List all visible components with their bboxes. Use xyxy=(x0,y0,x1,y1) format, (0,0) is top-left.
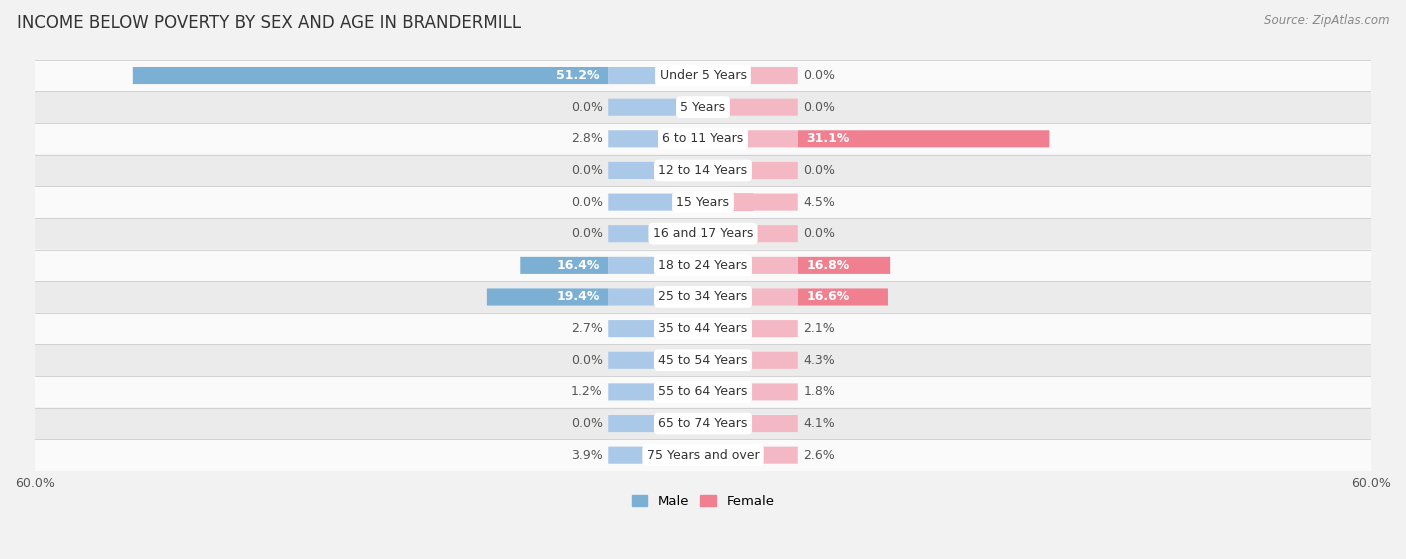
FancyBboxPatch shape xyxy=(797,257,890,274)
FancyBboxPatch shape xyxy=(659,447,703,464)
FancyBboxPatch shape xyxy=(35,281,1371,313)
Text: 16.8%: 16.8% xyxy=(807,259,849,272)
Text: 2.7%: 2.7% xyxy=(571,322,603,335)
FancyBboxPatch shape xyxy=(132,67,609,84)
Text: 16.6%: 16.6% xyxy=(807,291,849,304)
Text: 51.2%: 51.2% xyxy=(555,69,599,82)
FancyBboxPatch shape xyxy=(520,257,609,274)
Text: 35 to 44 Years: 35 to 44 Years xyxy=(658,322,748,335)
FancyBboxPatch shape xyxy=(703,225,797,242)
FancyBboxPatch shape xyxy=(703,352,797,369)
FancyBboxPatch shape xyxy=(35,439,1371,471)
Text: 0.0%: 0.0% xyxy=(803,164,835,177)
FancyBboxPatch shape xyxy=(35,376,1371,408)
Text: 31.1%: 31.1% xyxy=(807,132,849,145)
Text: 2.6%: 2.6% xyxy=(803,449,835,462)
FancyBboxPatch shape xyxy=(609,225,703,242)
FancyBboxPatch shape xyxy=(609,67,703,84)
FancyBboxPatch shape xyxy=(35,218,1371,249)
FancyBboxPatch shape xyxy=(703,162,797,179)
FancyBboxPatch shape xyxy=(609,320,703,337)
FancyBboxPatch shape xyxy=(35,60,1371,91)
FancyBboxPatch shape xyxy=(703,447,733,464)
Text: 1.2%: 1.2% xyxy=(571,385,603,399)
Text: 6 to 11 Years: 6 to 11 Years xyxy=(662,132,744,145)
Text: 12 to 14 Years: 12 to 14 Years xyxy=(658,164,748,177)
FancyBboxPatch shape xyxy=(703,257,797,274)
Text: 1.8%: 1.8% xyxy=(803,385,835,399)
FancyBboxPatch shape xyxy=(609,352,703,369)
Text: 0.0%: 0.0% xyxy=(571,354,603,367)
Text: 0.0%: 0.0% xyxy=(571,101,603,113)
Text: 5 Years: 5 Years xyxy=(681,101,725,113)
Text: 45 to 54 Years: 45 to 54 Years xyxy=(658,354,748,367)
Text: 3.9%: 3.9% xyxy=(571,449,603,462)
FancyBboxPatch shape xyxy=(703,383,723,400)
Text: 4.3%: 4.3% xyxy=(803,354,835,367)
Text: 0.0%: 0.0% xyxy=(571,417,603,430)
Text: 16 and 17 Years: 16 and 17 Years xyxy=(652,227,754,240)
FancyBboxPatch shape xyxy=(703,193,754,211)
Text: 0.0%: 0.0% xyxy=(571,227,603,240)
FancyBboxPatch shape xyxy=(673,320,703,337)
FancyBboxPatch shape xyxy=(35,408,1371,439)
FancyBboxPatch shape xyxy=(609,130,703,148)
FancyBboxPatch shape xyxy=(703,447,797,464)
FancyBboxPatch shape xyxy=(35,123,1371,155)
FancyBboxPatch shape xyxy=(609,415,703,432)
FancyBboxPatch shape xyxy=(689,383,703,400)
FancyBboxPatch shape xyxy=(703,193,797,211)
FancyBboxPatch shape xyxy=(35,313,1371,344)
FancyBboxPatch shape xyxy=(703,67,797,84)
Text: 0.0%: 0.0% xyxy=(571,164,603,177)
Text: 0.0%: 0.0% xyxy=(571,196,603,209)
FancyBboxPatch shape xyxy=(609,193,703,211)
FancyBboxPatch shape xyxy=(35,249,1371,281)
FancyBboxPatch shape xyxy=(609,98,703,116)
FancyBboxPatch shape xyxy=(703,383,797,400)
FancyBboxPatch shape xyxy=(703,352,751,369)
FancyBboxPatch shape xyxy=(703,130,797,148)
FancyBboxPatch shape xyxy=(797,288,889,306)
Text: 75 Years and over: 75 Years and over xyxy=(647,449,759,462)
FancyBboxPatch shape xyxy=(703,320,727,337)
Text: 15 Years: 15 Years xyxy=(676,196,730,209)
Text: 2.8%: 2.8% xyxy=(571,132,603,145)
Text: 16.4%: 16.4% xyxy=(557,259,599,272)
FancyBboxPatch shape xyxy=(703,415,797,432)
FancyBboxPatch shape xyxy=(797,130,1049,148)
FancyBboxPatch shape xyxy=(35,91,1371,123)
FancyBboxPatch shape xyxy=(486,288,609,306)
Legend: Male, Female: Male, Female xyxy=(626,490,780,514)
Text: 25 to 34 Years: 25 to 34 Years xyxy=(658,291,748,304)
FancyBboxPatch shape xyxy=(35,155,1371,186)
Text: 55 to 64 Years: 55 to 64 Years xyxy=(658,385,748,399)
Text: 0.0%: 0.0% xyxy=(803,227,835,240)
Text: Source: ZipAtlas.com: Source: ZipAtlas.com xyxy=(1264,14,1389,27)
Text: Under 5 Years: Under 5 Years xyxy=(659,69,747,82)
Text: 4.1%: 4.1% xyxy=(803,417,835,430)
Text: 2.1%: 2.1% xyxy=(803,322,835,335)
Text: 0.0%: 0.0% xyxy=(803,69,835,82)
Text: 18 to 24 Years: 18 to 24 Years xyxy=(658,259,748,272)
Text: 65 to 74 Years: 65 to 74 Years xyxy=(658,417,748,430)
Text: 0.0%: 0.0% xyxy=(803,101,835,113)
FancyBboxPatch shape xyxy=(35,186,1371,218)
FancyBboxPatch shape xyxy=(703,98,797,116)
FancyBboxPatch shape xyxy=(672,130,703,148)
FancyBboxPatch shape xyxy=(609,447,703,464)
Text: INCOME BELOW POVERTY BY SEX AND AGE IN BRANDERMILL: INCOME BELOW POVERTY BY SEX AND AGE IN B… xyxy=(17,14,522,32)
FancyBboxPatch shape xyxy=(35,344,1371,376)
FancyBboxPatch shape xyxy=(609,383,703,400)
FancyBboxPatch shape xyxy=(703,320,797,337)
FancyBboxPatch shape xyxy=(703,415,749,432)
Text: 4.5%: 4.5% xyxy=(803,196,835,209)
FancyBboxPatch shape xyxy=(609,162,703,179)
FancyBboxPatch shape xyxy=(609,288,703,306)
FancyBboxPatch shape xyxy=(703,288,797,306)
FancyBboxPatch shape xyxy=(609,257,703,274)
Text: 19.4%: 19.4% xyxy=(557,291,599,304)
